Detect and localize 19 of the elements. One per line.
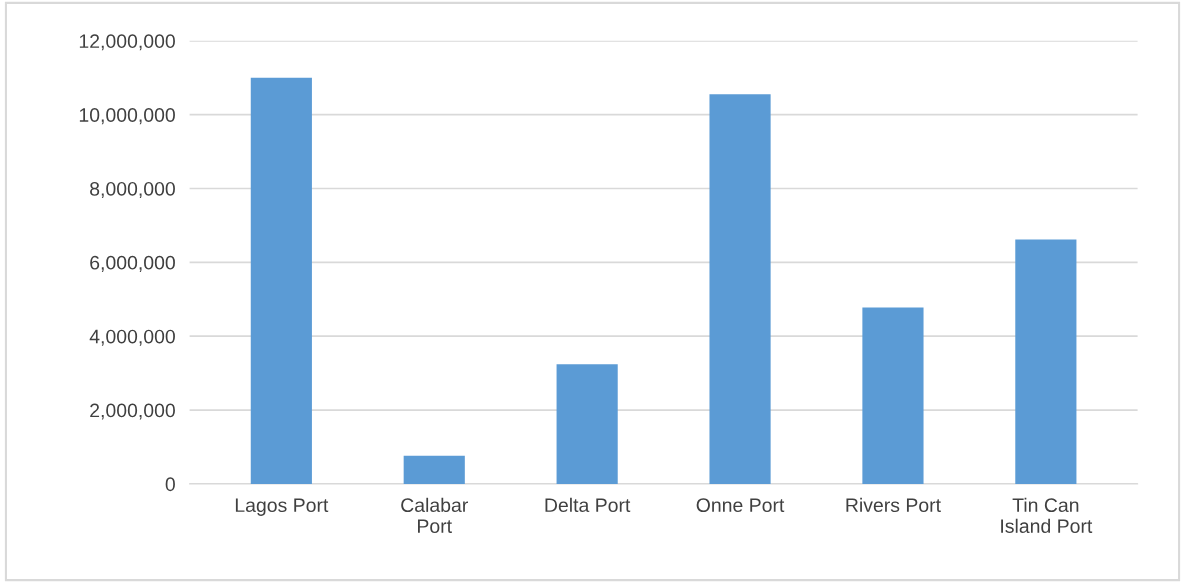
y-tick-label: 12,000,000 [79,34,175,51]
bar [556,364,618,484]
y-tick-label: 0 [165,477,175,492]
y-tick-label: 6,000,000 [90,255,175,272]
y-tick-label: 8,000,000 [90,181,175,199]
bar [862,307,924,484]
x-tick-label: Delta Port [545,497,631,513]
x-tick-label: Calabar Port [401,497,468,534]
bar [250,77,312,484]
x-tick-label: Tin Can Island Port [1001,497,1093,534]
y-tick-label: 10,000,000 [79,108,175,125]
x-tick-label: Rivers Port [846,497,941,513]
x-tick-label: Onne Port [696,498,785,513]
bar [1015,239,1077,484]
y-tick-label: 2,000,000 [90,403,175,420]
y-tick-label: 4,000,000 [89,329,175,346]
x-tick-label: Lagos Port [235,498,329,516]
bar [709,94,771,484]
bar [403,455,465,484]
